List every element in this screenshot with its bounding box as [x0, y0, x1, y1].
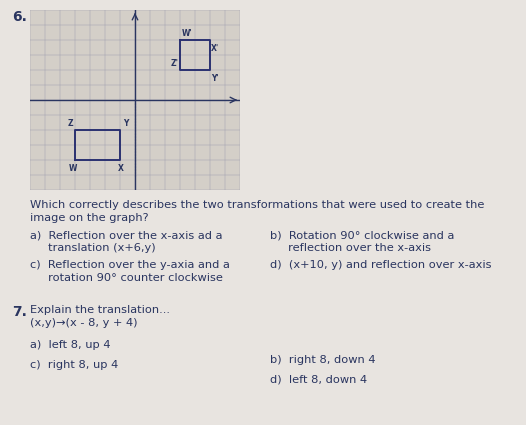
- Text: d)  (x+10, y) and reflection over x-axis: d) (x+10, y) and reflection over x-axis: [270, 260, 491, 270]
- Text: 7.: 7.: [12, 305, 27, 319]
- Text: d)  left 8, down 4: d) left 8, down 4: [270, 374, 367, 384]
- Text: X': X': [210, 44, 219, 53]
- Text: (x,y)→(x - 8, y + 4): (x,y)→(x - 8, y + 4): [30, 318, 137, 328]
- Text: a)  left 8, up 4: a) left 8, up 4: [30, 340, 110, 350]
- Text: 6.: 6.: [12, 10, 27, 24]
- Text: b)  Rotation 90° clockwise and a: b) Rotation 90° clockwise and a: [270, 230, 454, 240]
- Text: W: W: [68, 164, 77, 173]
- Text: b)  right 8, down 4: b) right 8, down 4: [270, 355, 376, 365]
- Text: c)  Reflection over the y-axia and a: c) Reflection over the y-axia and a: [30, 260, 230, 270]
- Text: translation (x+6,y): translation (x+6,y): [30, 243, 156, 253]
- Text: X: X: [118, 164, 124, 173]
- Text: Y: Y: [123, 119, 128, 128]
- Text: image on the graph?: image on the graph?: [30, 213, 149, 223]
- Text: Explain the translation...: Explain the translation...: [30, 305, 170, 315]
- Text: Z: Z: [67, 119, 73, 128]
- Text: Y': Y': [211, 74, 218, 83]
- Text: rotation 90° counter clockwise: rotation 90° counter clockwise: [30, 273, 223, 283]
- Text: Z': Z': [170, 59, 178, 68]
- Text: a)  Reflection over the x-axis ad a: a) Reflection over the x-axis ad a: [30, 230, 222, 240]
- Text: c)  right 8, up 4: c) right 8, up 4: [30, 360, 118, 370]
- Text: reflection over the x-axis: reflection over the x-axis: [270, 243, 431, 253]
- Text: W': W': [182, 29, 193, 38]
- Text: Which correctly describes the two transformations that were used to create the: Which correctly describes the two transf…: [30, 200, 484, 210]
